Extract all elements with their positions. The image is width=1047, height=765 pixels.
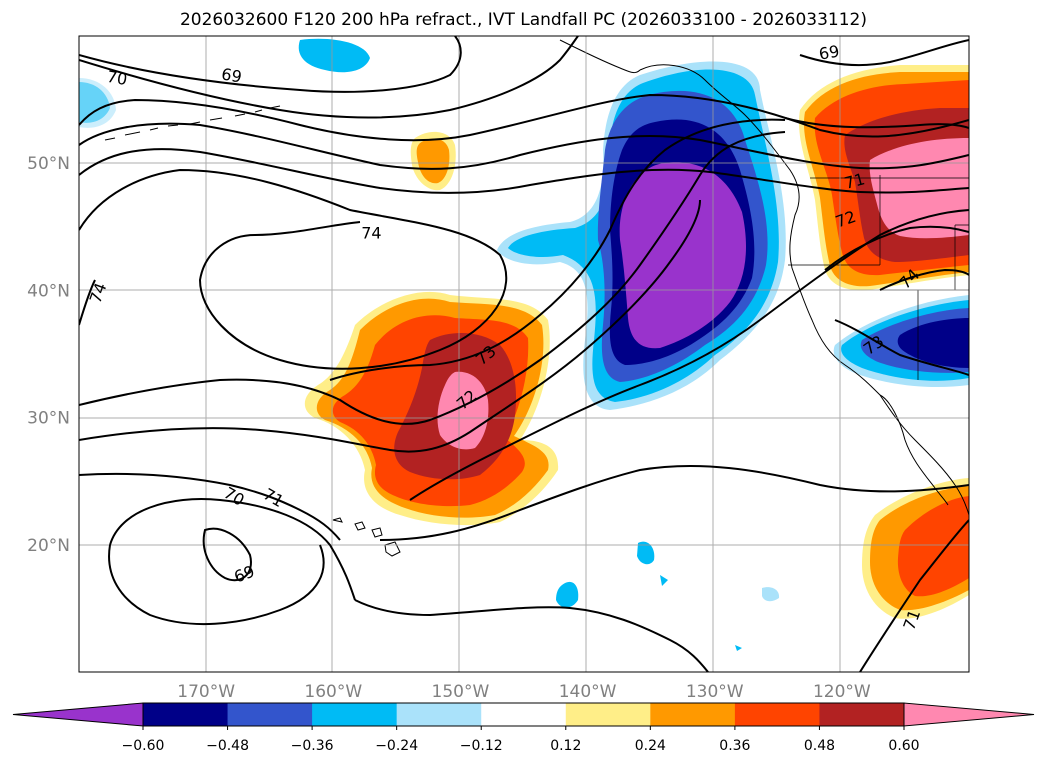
contour-74-loop: [79, 168, 508, 370]
colorbar-segment: [312, 703, 398, 726]
contour-label: 71: [842, 169, 867, 193]
map-title: 2026032600 F120 200 hPa refract., IVT La…: [179, 10, 867, 30]
contour-71-east: [379, 464, 969, 541]
coastline-baja: [879, 394, 949, 506]
colorbar-segment: [143, 703, 229, 726]
colorbar-segment: [565, 703, 651, 726]
negative-anomaly-spot: [556, 581, 579, 608]
contour-73-north: [79, 148, 969, 194]
coastline-alaska: [559, 39, 641, 74]
lon-tick-label: 170°W: [177, 682, 235, 702]
negative-anomaly-southwest-us: [897, 318, 969, 368]
positive-anomaly-northwest-us: [869, 138, 969, 239]
colorbar-segment: [396, 703, 482, 726]
hawaiian-islands: [332, 517, 401, 557]
contour-70-north: [79, 36, 579, 119]
colorbar-label: 0.12: [550, 738, 581, 754]
contour-70-ne: [784, 117, 969, 129]
contour-label: 74: [361, 224, 381, 243]
colorbar-label: 0.60: [888, 738, 919, 754]
contour-72-diagonal: [79, 131, 786, 425]
colorbar-label: −0.24: [375, 738, 418, 754]
colorbar-frame: [142, 702, 905, 727]
colorbar-label: 0.36: [719, 738, 750, 754]
contour-71-diagonal: [79, 199, 701, 453]
colorbar-segment: [819, 703, 905, 726]
positive-anomaly-spot: [416, 138, 450, 184]
contour-70-south: [79, 472, 341, 541]
refractivity-shading: [79, 38, 969, 651]
contour-69-north: [79, 36, 462, 93]
colorbar: −0.60 −0.48 −0.36 −0.24 −0.12 0.12 0.24 0.36 0.4…: [12, 702, 1035, 754]
lon-tick-label: 150°W: [432, 682, 490, 702]
contour-74-east: [879, 268, 969, 291]
positive-anomaly-mexico: [897, 496, 969, 597]
contour-69-loop: [202, 527, 252, 582]
contour-label: 69: [817, 41, 840, 63]
aleutian-islands: [104, 105, 281, 141]
negative-anomaly-northpacific: [298, 38, 370, 73]
colorbar-label: −0.12: [460, 738, 503, 754]
latitude-tick-labels: 50°N 40°N 30°N 20°N: [27, 154, 70, 556]
lat-tick-label: 20°N: [27, 536, 70, 556]
negative-anomaly-spot: [637, 541, 655, 565]
coastline-north-america: [639, 64, 969, 516]
negative-anomaly-spot: [762, 587, 780, 602]
negative-anomaly-spot: [660, 575, 668, 586]
longitude-tick-labels: 170°W 160°W 150°W 140°W 130°W 120°W: [177, 682, 871, 702]
lat-tick-label: 50°N: [27, 154, 70, 174]
lat-tick-label: 30°N: [27, 409, 70, 429]
colorbar-extend-max: [903, 702, 1035, 727]
contour-69-ne: [799, 39, 969, 67]
lon-tick-label: 120°W: [813, 682, 871, 702]
contour-71-south: [109, 498, 356, 601]
negative-anomaly-level-5: [619, 162, 746, 349]
lon-tick-label: 160°W: [304, 682, 362, 702]
colorbar-label: −0.60: [122, 738, 165, 754]
lat-tick-label: 40°N: [27, 281, 70, 301]
contour-70-loop: [108, 544, 325, 626]
contour-73-diagonal: [329, 118, 786, 381]
map-frame: [78, 35, 970, 673]
contour-72-north: [79, 122, 969, 170]
lon-tick-label: 140°W: [559, 682, 617, 702]
contour-73-east: [824, 225, 969, 271]
positive-anomaly-level-5: [437, 371, 489, 450]
contour-72-east: [409, 209, 969, 501]
colorbar-label: −0.48: [206, 738, 249, 754]
contour-71-north: [79, 93, 969, 142]
refractivity-contours: [79, 36, 969, 672]
contour-74-west: [79, 279, 96, 326]
colorbar-label: 0.24: [635, 738, 666, 754]
colorbar-segment: [481, 703, 567, 726]
lon-tick-label: 130°W: [686, 682, 744, 702]
contour-label: 70: [105, 67, 128, 89]
contour-73-southeast: [834, 319, 969, 376]
contour-71-se: [859, 519, 969, 672]
colorbar-label: 0.48: [804, 738, 835, 754]
negative-anomaly-spot: [735, 645, 742, 651]
colorbar-extend-min: [12, 702, 144, 727]
colorbar-label: −0.36: [291, 738, 334, 754]
contour-label: 69: [220, 64, 243, 86]
colorbar-segment: [734, 703, 820, 726]
contour-70-east-south: [354, 599, 709, 672]
colorbar-segment: [227, 703, 313, 726]
colorbar-segment: [650, 703, 736, 726]
